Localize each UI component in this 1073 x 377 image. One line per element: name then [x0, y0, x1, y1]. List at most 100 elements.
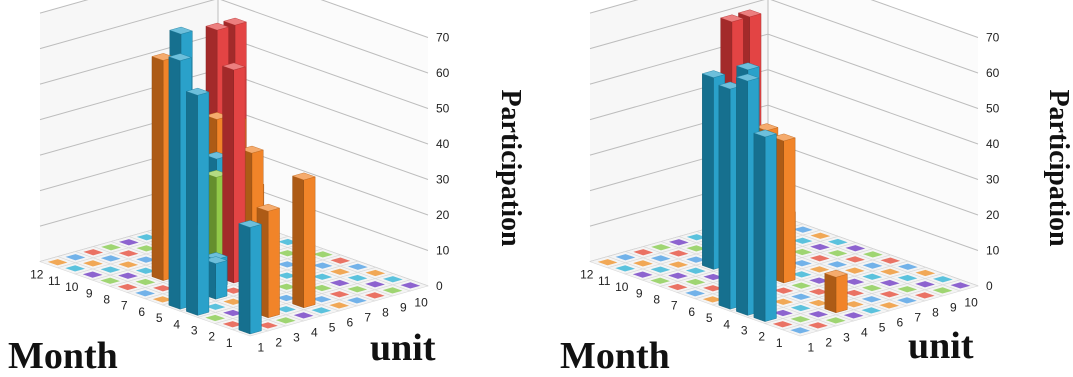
unit-tick-label: 4	[311, 326, 318, 340]
unit-tick-label: 7	[364, 311, 371, 325]
floor-cell-marker	[312, 251, 333, 258]
floor-cell-marker	[703, 285, 723, 292]
floor-cell-marker	[117, 283, 138, 291]
unit-tick-label: 10	[414, 296, 428, 310]
month-tick-label: 4	[173, 317, 180, 331]
z-tick-label: 30	[986, 173, 1000, 187]
floor-cell-marker	[773, 309, 793, 317]
floor-cell-marker	[808, 322, 828, 329]
floor-cell-marker	[347, 286, 368, 293]
floor-cell-marker	[843, 312, 864, 319]
floor-cell-marker	[365, 281, 385, 288]
floor-cell-marker	[118, 239, 139, 246]
month-tick-label: 9	[636, 286, 643, 300]
unit-tick-label: 7	[914, 311, 921, 325]
z-tick-label: 20	[436, 208, 450, 222]
unit-tick-label: 5	[879, 321, 886, 335]
floor-cell-marker	[897, 286, 918, 293]
bar-face	[303, 176, 316, 309]
floor-cell-marker	[827, 261, 848, 268]
floor-cell-marker	[312, 273, 333, 280]
floor-cell-marker	[329, 302, 350, 309]
month-tick-label: 11	[48, 274, 61, 288]
floor-cell-marker	[808, 311, 829, 318]
gridline	[39, 0, 429, 74]
floor-cell-marker	[100, 266, 121, 273]
floor-cell-marker	[135, 278, 156, 286]
unit-tick-label: 2	[825, 336, 832, 350]
unit-tick-label: 3	[843, 331, 850, 345]
month-tick-label: 3	[741, 324, 748, 338]
floor-cell-marker	[844, 267, 865, 274]
floor-cell-marker	[135, 290, 156, 297]
floor-cell-marker	[810, 232, 831, 239]
bar-face	[764, 133, 777, 322]
bar-top	[169, 26, 194, 35]
floor-cell-marker	[897, 274, 918, 282]
floor-cell-marker	[135, 267, 156, 274]
unit-tick-label: 2	[275, 336, 282, 350]
floor-cell-marker	[223, 298, 244, 305]
bar-face	[702, 73, 714, 270]
bar-face	[215, 260, 228, 300]
floor-cell-marker	[365, 269, 386, 277]
floor-cell-marker	[686, 234, 707, 241]
floor-cell-marker	[597, 259, 618, 266]
floor-cell-marker	[668, 250, 689, 257]
z-tick-label: 70	[986, 31, 1000, 45]
floor-cell-marker	[136, 234, 157, 241]
floor-cell-marker	[809, 266, 830, 273]
z-tick-label: 60	[986, 66, 1000, 80]
floor-cell-marker	[880, 257, 901, 264]
bar-a-month-2-unit-5	[291, 172, 316, 309]
floor-cell-marker	[791, 282, 812, 289]
z-tick-label: 10	[436, 244, 450, 258]
floor-cell-marker	[879, 291, 900, 298]
floor-cell-marker	[702, 296, 723, 303]
z-tick-label: 60	[436, 66, 450, 80]
bar-face	[168, 56, 181, 310]
floor-cell-marker	[222, 321, 243, 328]
floor-cell-marker	[47, 259, 68, 266]
bar-face	[249, 224, 262, 335]
floor-cell-marker	[668, 272, 688, 279]
bar-top	[737, 9, 762, 18]
floor-cell-marker	[277, 261, 298, 268]
floor-cell-marker	[685, 290, 706, 297]
bar-top	[238, 220, 263, 228]
floor-cell-marker	[205, 303, 226, 310]
floor-cell-marker	[808, 299, 829, 307]
floor-cell-marker	[914, 292, 935, 299]
floor-cell-marker	[651, 244, 671, 251]
floor-cell-marker	[950, 282, 971, 289]
floor-cell-marker	[223, 287, 244, 294]
floor-cell-marker	[792, 226, 813, 233]
floor-cell-marker	[118, 261, 139, 268]
bar-face	[197, 91, 210, 316]
floor-cell-marker	[205, 314, 226, 322]
floor-cell-marker	[615, 254, 636, 261]
unit-axis-title: unit	[908, 325, 974, 367]
month-tick-label: 1	[226, 336, 233, 350]
month-tick-label: 8	[103, 293, 110, 307]
bar-face	[736, 76, 748, 316]
floor-cell-marker	[118, 272, 138, 279]
floor-cell-marker	[861, 296, 882, 303]
bar-b-month-3-unit-1	[753, 129, 778, 322]
unit-tick-label: 3	[293, 331, 300, 345]
z-tick-label: 40	[436, 137, 450, 151]
participation-axis-title: Participation	[495, 89, 526, 247]
floor-cell-marker	[845, 256, 865, 263]
participation-axis-title: Participation	[1043, 89, 1073, 247]
floor-cell-marker	[862, 251, 883, 258]
floor-cell-marker	[861, 307, 882, 314]
bar-top	[735, 62, 760, 71]
unit-tick-label: 6	[347, 316, 354, 330]
month-tick-label: 6	[688, 305, 695, 319]
month-tick-label: 5	[706, 311, 713, 325]
month-tick-label: 12	[580, 268, 594, 282]
unit-tick-label: 8	[932, 306, 939, 320]
floor-cell-marker	[100, 277, 121, 284]
